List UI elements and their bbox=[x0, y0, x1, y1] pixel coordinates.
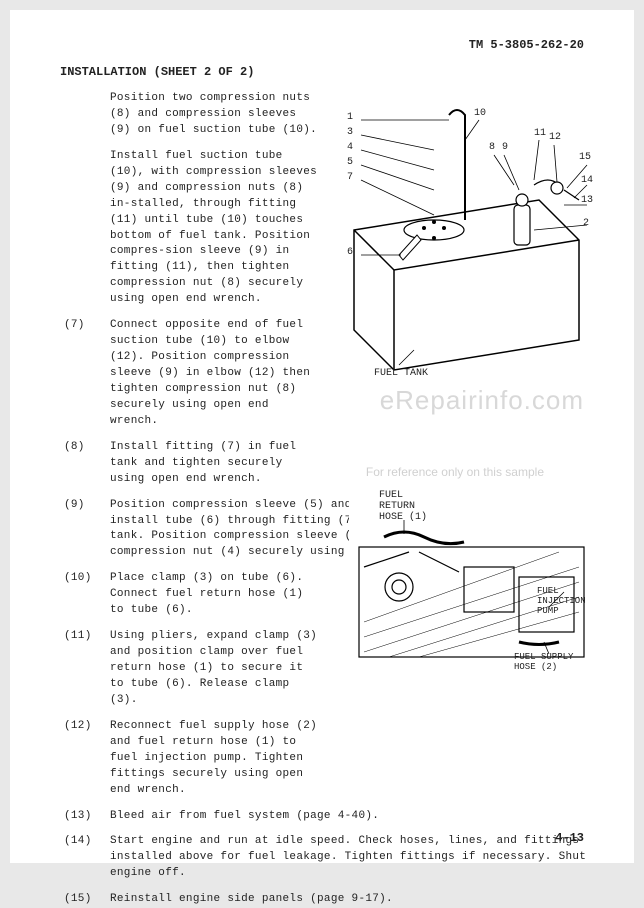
callout-7: 7 bbox=[347, 172, 353, 183]
step-text: Install fitting (7) in fuel tank and tig… bbox=[110, 440, 320, 488]
figure-injection-pump: FUEL RETURN HOSE (1) FUEL INJECTION PUMP… bbox=[349, 492, 594, 682]
step-number: (14) bbox=[60, 834, 110, 882]
callout-13: 13 bbox=[581, 195, 593, 206]
callout-9: 9 bbox=[502, 142, 508, 153]
callout-15: 15 bbox=[579, 152, 591, 163]
callout-1: 1 bbox=[347, 112, 353, 123]
doc-id: TM 5-3805-262-20 bbox=[469, 38, 584, 52]
page-number: 4-13 bbox=[555, 831, 584, 845]
callout-2: 2 bbox=[583, 218, 589, 229]
step-text: Place clamp (3) on tube (6). Connect fue… bbox=[110, 571, 320, 619]
label-injection-pump: FUEL INJECTION PUMP bbox=[537, 586, 586, 616]
step-row: (14)Start engine and run at idle speed. … bbox=[60, 834, 594, 882]
step-number: (10) bbox=[60, 571, 110, 619]
callout-12: 12 bbox=[549, 132, 561, 143]
callout-3: 3 bbox=[347, 127, 353, 138]
step-number: (9) bbox=[60, 498, 110, 562]
section-title: INSTALLATION (SHEET 2 OF 2) bbox=[60, 65, 594, 79]
step-text: Reinstall engine side panels (page 9-17)… bbox=[110, 892, 594, 908]
step-row: (8)Install fitting (7) in fuel tank and … bbox=[60, 440, 594, 488]
callout-4: 4 bbox=[347, 142, 353, 153]
step-number: (12) bbox=[60, 719, 110, 799]
step-row: (13)Bleed air from fuel system (page 4-4… bbox=[60, 809, 594, 825]
step-text: Bleed air from fuel system (page 4-40). bbox=[110, 809, 594, 825]
callout-14: 14 bbox=[581, 175, 593, 186]
step-number bbox=[60, 149, 110, 308]
step-row: (12)Reconnect fuel supply hose (2) and f… bbox=[60, 719, 594, 799]
callout-8: 8 bbox=[489, 142, 495, 153]
callout-6: 6 bbox=[347, 247, 353, 258]
callout-5: 5 bbox=[347, 157, 353, 168]
step-text: Position two compression nuts (8) and co… bbox=[110, 91, 320, 139]
page: TM 5-3805-262-20 INSTALLATION (SHEET 2 O… bbox=[10, 10, 634, 863]
step-text: Connect opposite end of fuel suction tub… bbox=[110, 318, 320, 430]
step-row: (15)Reinstall engine side panels (page 9… bbox=[60, 892, 594, 908]
step-text: Start engine and run at idle speed. Chec… bbox=[110, 834, 594, 882]
figure-fuel-tank: 1 3 4 5 7 6 10 9 8 11 12 15 14 13 2 FUEL… bbox=[339, 90, 594, 385]
step-number: (7) bbox=[60, 318, 110, 430]
label-supply-hose: FUEL SUPPLY HOSE (2) bbox=[514, 652, 573, 672]
step-number: (8) bbox=[60, 440, 110, 488]
step-text: Reconnect fuel supply hose (2) and fuel … bbox=[110, 719, 320, 799]
step-number bbox=[60, 91, 110, 139]
step-text: Using pliers, expand clamp (3) and posit… bbox=[110, 629, 320, 709]
callout-10: 10 bbox=[474, 108, 486, 119]
label-return-hose: FUEL RETURN HOSE (1) bbox=[379, 490, 427, 523]
step-number: (11) bbox=[60, 629, 110, 709]
label-fuel-tank: FUEL TANK bbox=[374, 368, 428, 379]
step-number: (13) bbox=[60, 809, 110, 825]
step-number: (15) bbox=[60, 892, 110, 908]
step-text: Install fuel suction tube (10), with com… bbox=[110, 149, 320, 308]
callout-11: 11 bbox=[534, 128, 546, 139]
